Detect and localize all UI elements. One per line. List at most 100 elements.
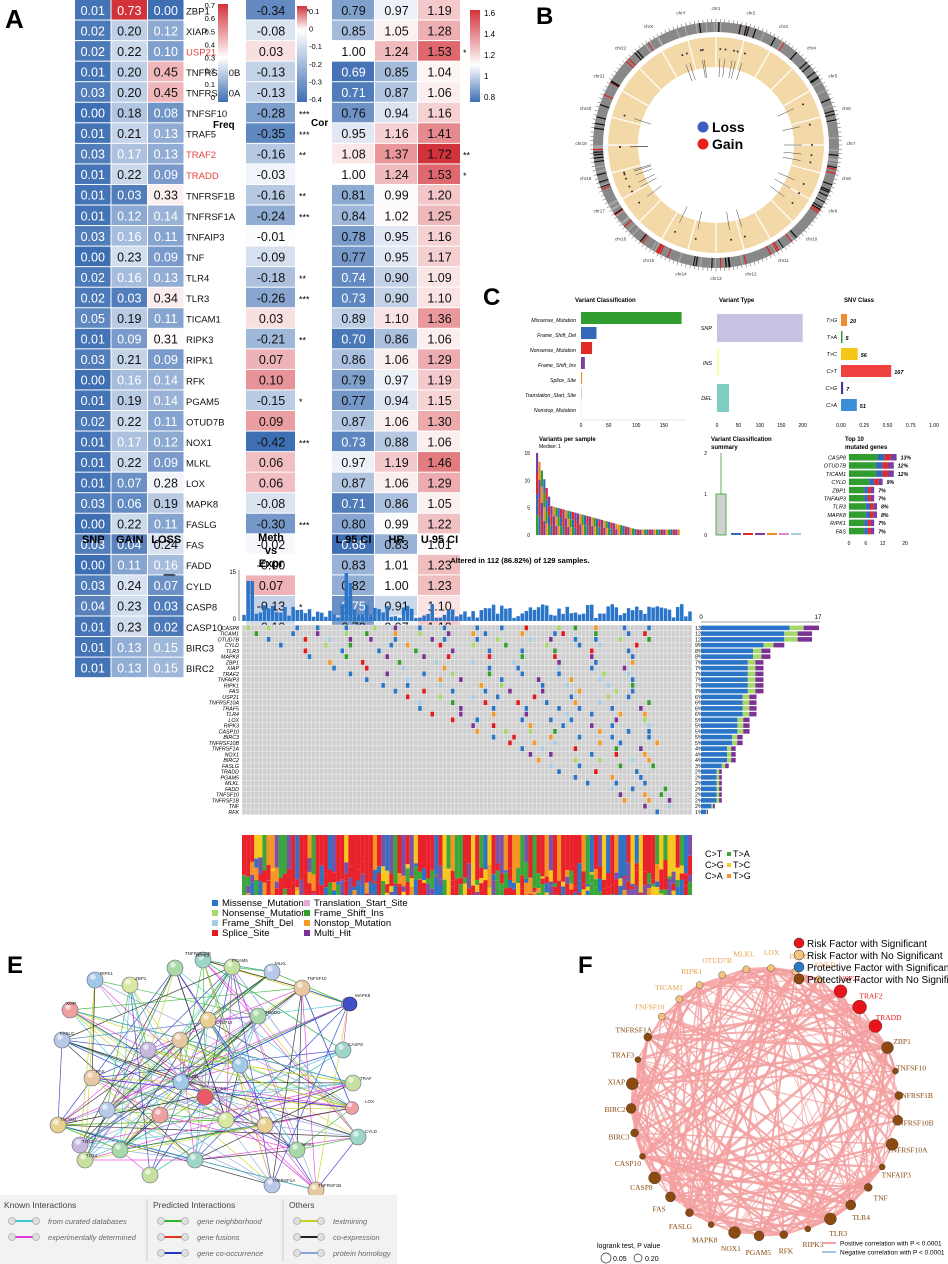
panel-letter-e: E (7, 952, 23, 979)
cnv-point (736, 50, 739, 53)
correlation-edge (818, 979, 899, 1121)
network-edge (84, 1049, 344, 1161)
oncoplot-gene: MLKL (225, 781, 239, 787)
vps-bar (572, 512, 575, 520)
network-edge (61, 1039, 196, 1161)
titv-bar (671, 871, 676, 884)
titv-bar (389, 873, 394, 887)
snv-tick: 0.50 (883, 423, 893, 429)
cnv-cell (148, 328, 184, 349)
hr-value: 1.08 (341, 148, 365, 162)
sample-tmb-bar (471, 611, 475, 621)
network-edge (69, 1009, 182, 1083)
vps-bar (584, 515, 587, 526)
oncoplot-gene: RIPK3 (224, 724, 239, 730)
snv-bar (841, 348, 858, 360)
vps-bar (600, 527, 603, 535)
mutation-cell (475, 637, 479, 642)
cnv-value: 0.01 (81, 641, 105, 655)
titv-bar (434, 874, 439, 876)
correlation-node-label: TNFRSF10A (887, 1145, 928, 1154)
mutation-cell (348, 642, 353, 648)
snv-bar (841, 314, 848, 326)
cnv-value: 0.16 (154, 559, 178, 573)
titv-bar (352, 890, 357, 895)
mutation-cell (315, 625, 320, 631)
sample-tmb-bar (569, 613, 574, 621)
oncoplot-pct: 2% (695, 798, 703, 804)
gene-bar (732, 740, 738, 746)
titv-bar (438, 885, 443, 895)
sample-tmb-bar (360, 614, 365, 621)
titv-bar (307, 835, 312, 859)
correlation-node-label: MLKL (733, 949, 755, 958)
network-edge (301, 987, 317, 1191)
oncoplot-gene: FADD (225, 787, 239, 793)
titv-bar (291, 835, 296, 883)
ideogram-band (771, 242, 778, 253)
vps-bar (538, 516, 541, 535)
f-legend-label: Risk Factor with No Significant (807, 951, 943, 962)
ideogram-band (727, 257, 730, 268)
network-edge (231, 966, 298, 1151)
mutation-cell (602, 671, 606, 677)
correlation-node-label: RIPK1 (681, 967, 702, 976)
hr-value: 0.86 (341, 353, 365, 367)
hr-value: 0.88 (384, 435, 408, 449)
mutation-cell (500, 625, 504, 631)
sample-tmb-bar (553, 615, 557, 621)
cnv-value: 0.24 (117, 579, 141, 593)
vt-category: SNP (701, 326, 713, 332)
hr-cell (418, 61, 460, 82)
titv-bar (516, 835, 521, 869)
network-node-highlight (292, 1144, 298, 1150)
titv-bar (532, 890, 537, 893)
hr-value: 1.41 (427, 127, 451, 141)
titv-bar (287, 835, 292, 869)
titv-bar (569, 889, 574, 895)
gene-bar (713, 803, 715, 809)
titv-bar (475, 884, 480, 892)
vt-bar (717, 384, 729, 412)
cnv-value: 0.01 (81, 189, 105, 203)
titv-bar (675, 835, 680, 868)
mutation-cell (553, 648, 557, 654)
hr-value: 0.94 (384, 394, 408, 408)
ideogram-band (801, 65, 811, 73)
titv-bar (491, 874, 496, 881)
titv-bar (266, 835, 271, 865)
snv-count: 7 (846, 387, 850, 393)
correlation-edge (634, 1131, 852, 1207)
titv-bar (389, 886, 394, 892)
snv-category: T>G (826, 318, 838, 324)
hr-cell (332, 123, 374, 143)
sample-tmb-bar (606, 606, 610, 621)
network-node-highlight (235, 1059, 241, 1065)
vps-bar (596, 518, 599, 527)
correlation-edge (670, 1143, 893, 1198)
ideogram-band (659, 245, 665, 255)
hr-value: 1.53 (427, 45, 451, 59)
titv-bar (246, 885, 251, 894)
oncoplot-pct: 6% (695, 695, 703, 701)
meth-value: 0.03 (259, 45, 283, 59)
ideogram-band (594, 127, 605, 131)
top10-bar (875, 470, 883, 477)
ideogram-band (648, 41, 656, 51)
gene-bar (755, 677, 764, 682)
titv-bar (503, 870, 508, 873)
cnv-cell (148, 575, 184, 595)
cnv-value: 0.01 (81, 661, 105, 675)
variant-legend-label: Nonsense_Mutation (222, 908, 307, 919)
titv-bar (438, 835, 443, 866)
network-node-label: NOX1 (302, 1142, 315, 1147)
hr-value: 0.90 (384, 291, 408, 305)
gene-bar (749, 711, 757, 717)
sample-tmb-bar (540, 604, 545, 621)
titv-bar (278, 835, 283, 879)
f-legend-label: Risk Factor with Significant (807, 939, 927, 950)
mutation-cell (418, 631, 422, 636)
titv-bar (651, 883, 656, 887)
vps-bar (545, 499, 548, 512)
sample-tmb-bar (279, 612, 283, 621)
